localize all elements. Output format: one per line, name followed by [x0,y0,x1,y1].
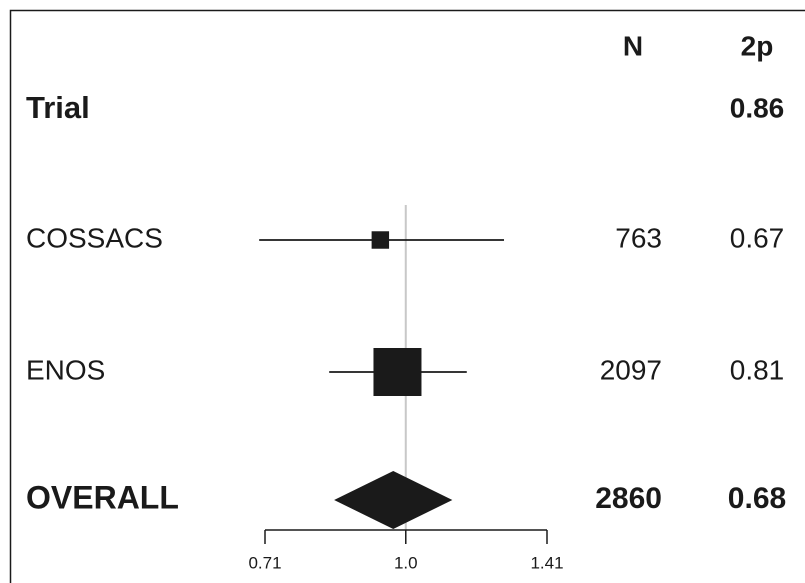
x-tick-label: 1.41 [530,553,563,572]
estimate-box [373,348,422,396]
x-tick-label: 1.0 [394,553,418,572]
row-label: COSSACS [26,222,163,253]
heterogeneity-p: 0.86 [730,92,785,123]
p-value: 0.81 [730,354,785,385]
n-header: N [623,30,643,61]
overall-n: 2860 [595,482,662,515]
n-value: 763 [615,222,662,253]
n-value: 2097 [600,354,662,385]
p-value: 0.67 [730,222,785,253]
row-label: ENOS [26,354,105,385]
overall-p: 0.68 [728,482,786,515]
x-tick-label: 0.71 [248,553,281,572]
frame [9,9,805,583]
row-header: Trial [26,90,90,125]
estimate-box [371,231,390,249]
overall-diamond [334,471,453,529]
p-header: 2p [741,30,774,61]
overall-label: OVERALL [26,479,179,515]
